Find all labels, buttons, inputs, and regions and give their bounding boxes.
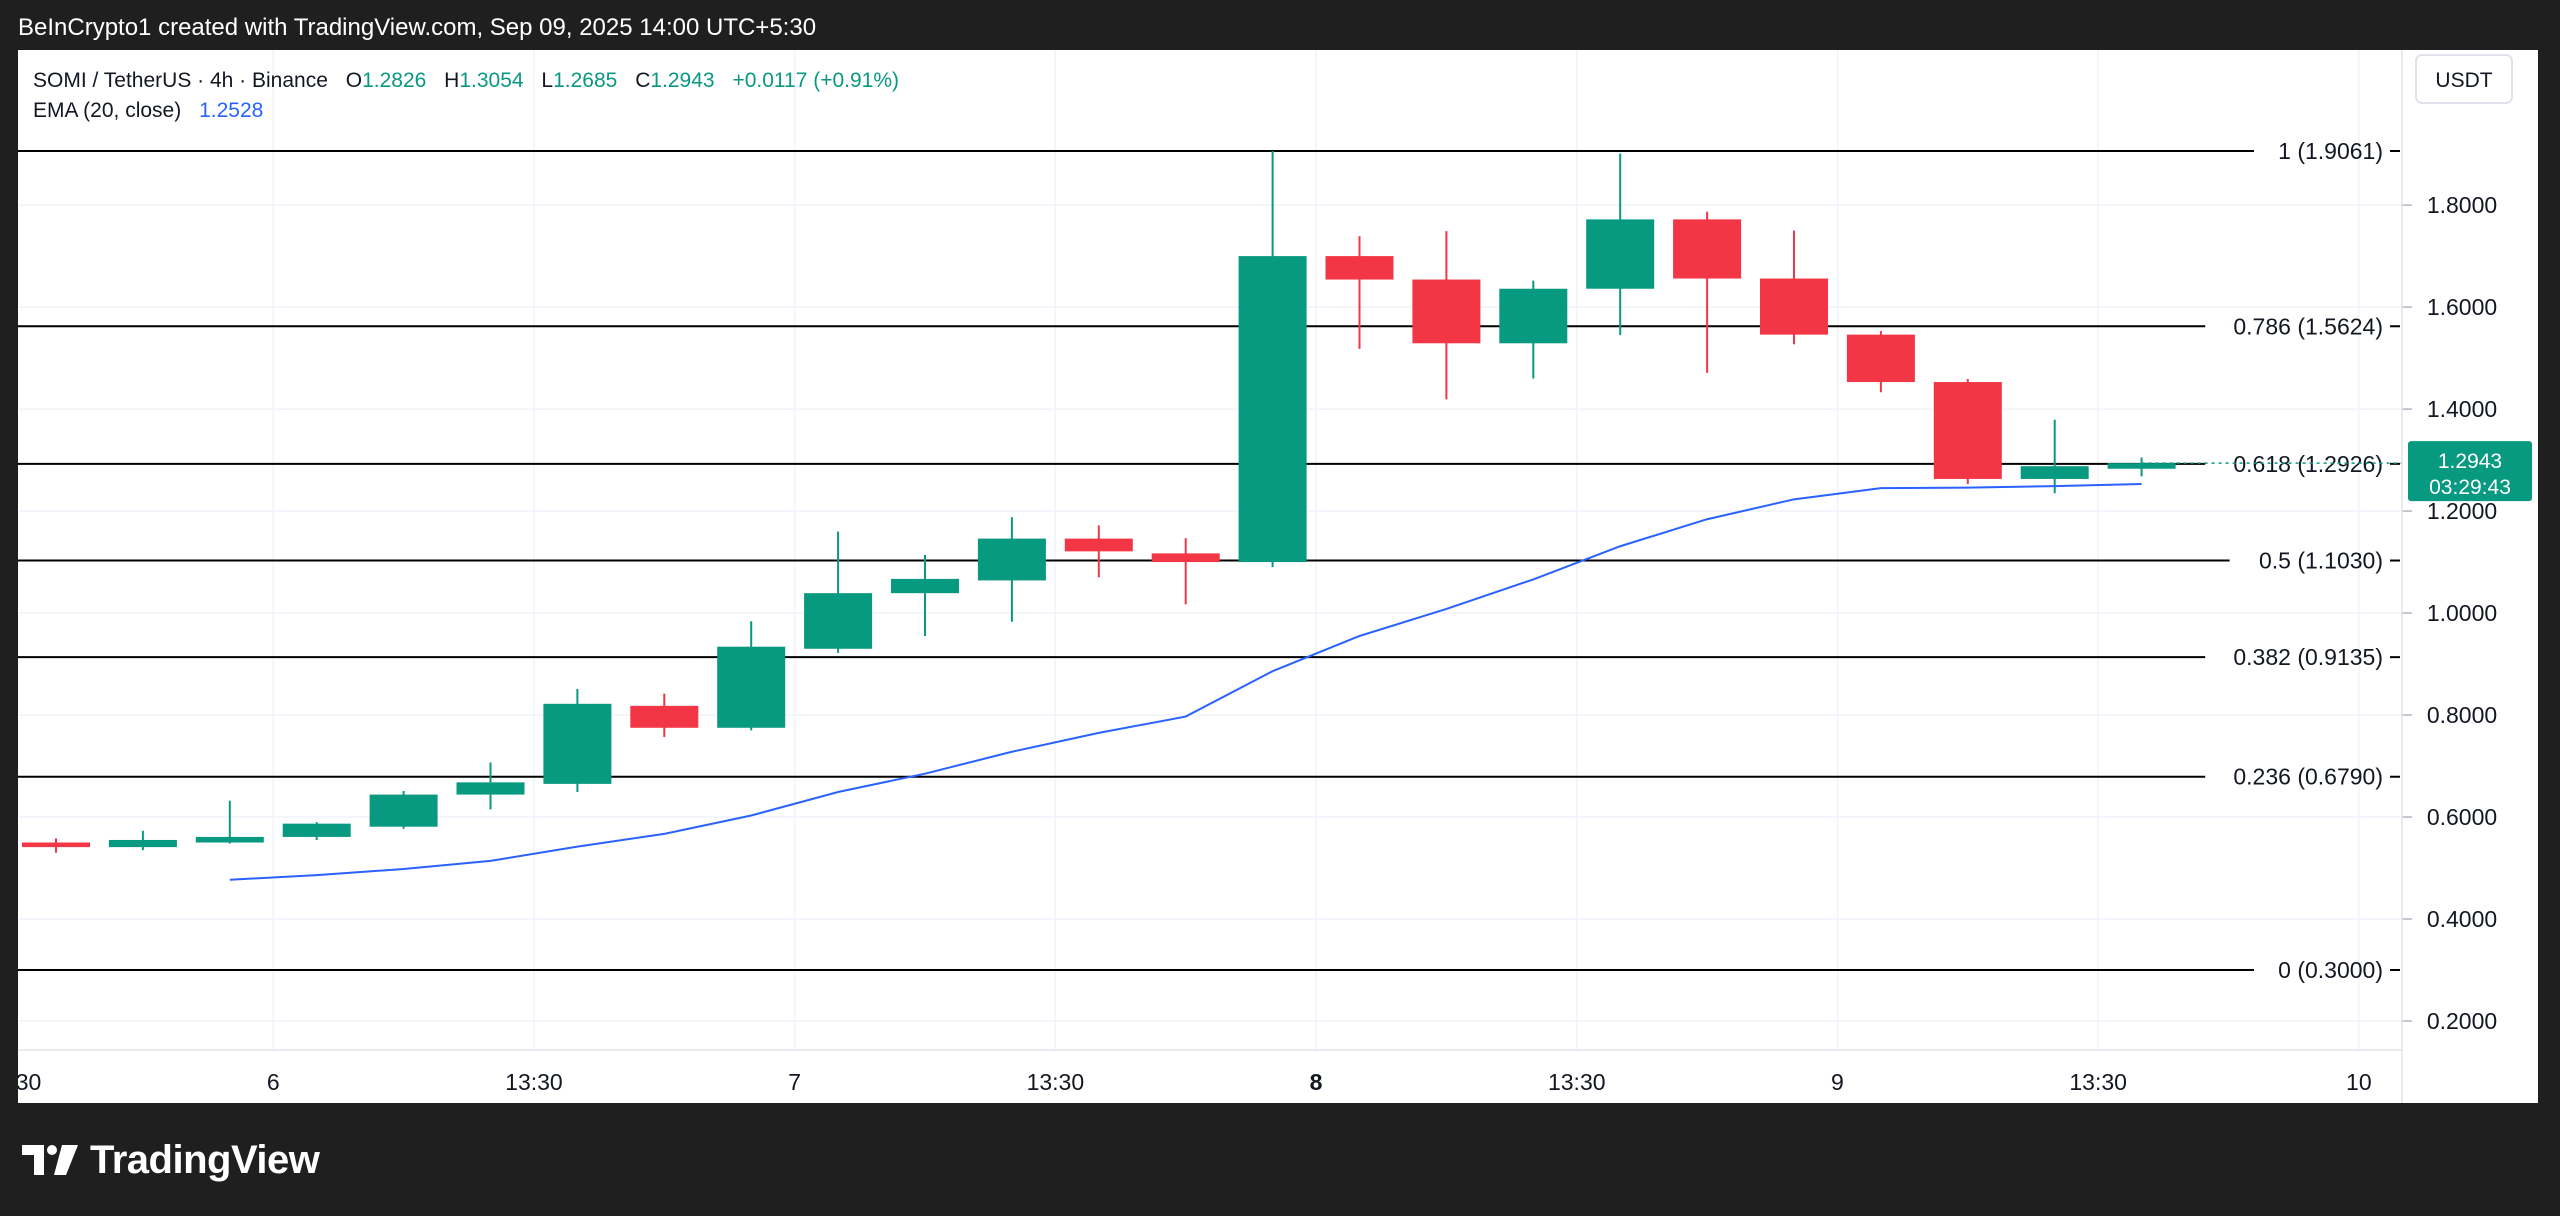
candle-body [1586, 219, 1655, 289]
candle-body [1064, 538, 1133, 552]
low-label: L [541, 69, 553, 92]
fib-level-label: 0.236 (0.6790) [2233, 764, 2383, 790]
open-value: 1.2826 [362, 69, 426, 92]
candlestick-chart[interactable]: 1 (1.9061) 0.786 (1.5624) 0.618 (1.2926) 0.… [18, 50, 2538, 1103]
candle-body [717, 646, 786, 728]
time-tick-label: 13:30 [2069, 1069, 2127, 1095]
price-tick-label: 1.4000 [2427, 396, 2497, 422]
price-tick-label: 0.2000 [2427, 1008, 2497, 1034]
fib-level-label: 0 (0.3000) [2278, 957, 2383, 983]
ema-label: EMA (20, close) [33, 99, 181, 122]
price-tick-label: 0.6000 [2427, 804, 2497, 830]
candle-body [1412, 279, 1481, 344]
high-label: H [444, 69, 459, 92]
fib-level-label: 0.5 (1.1030) [2259, 548, 2383, 574]
fib-retracement: 1 (1.9061) 0.786 (1.5624) 0.618 (1.2926) 0.… [18, 138, 2400, 983]
time-tick-label: 7 [788, 1069, 801, 1095]
candle-body [1673, 219, 1742, 279]
price-tick-label: 0.4000 [2427, 906, 2497, 932]
time-tick-label: 13:30 [1548, 1069, 1606, 1095]
tradingview-logo[interactable]: TradingView [22, 1135, 320, 1185]
candle-body [1933, 382, 2002, 479]
candle-body [543, 703, 612, 784]
price-tick-label: 1.8000 [2427, 192, 2497, 218]
close-label: C [635, 69, 650, 92]
candle-body [891, 578, 959, 594]
fib-level-label: 1 (1.9061) [2278, 138, 2383, 164]
close-value: 1.2943 [650, 69, 714, 92]
price-tick-label: 1.0000 [2427, 600, 2497, 626]
candle-body [804, 593, 873, 649]
time-tick-label: 10 [2346, 1069, 2372, 1095]
candle-body [22, 842, 90, 848]
legend-line-1: SOMI / TetherUS · 4h · Binance O1.2826 H… [33, 69, 899, 92]
candle-body [108, 839, 177, 848]
ema-value: 1.2528 [199, 99, 263, 122]
time-tick-label: 9 [1831, 1069, 1844, 1095]
candles [22, 151, 2176, 853]
high-value: 1.3054 [459, 69, 524, 92]
time-tick-label: 8 [1310, 1069, 1323, 1095]
grid-lines [18, 50, 2402, 1050]
fib-level-label: 0.786 (1.5624) [2233, 313, 2383, 339]
change-value: +0.0117 (+0.91%) [732, 69, 899, 92]
currency-button-label: USDT [2435, 69, 2492, 92]
price-axis: 0.2000 0.4000 0.6000 0.8000 1.0000 1.2000 1.40… [2401, 50, 2497, 1103]
candle-body [1760, 278, 1828, 335]
current-price-value: 1.2943 [2438, 450, 2502, 473]
candle-body [456, 782, 525, 795]
price-tick-label: 1.6000 [2427, 294, 2497, 320]
footer-brand: TradingView [90, 1137, 320, 1182]
time-tick-label: 13:30 [505, 1069, 563, 1095]
candle-body [630, 705, 699, 728]
fib-level-label: 0.618 (1.2926) [2233, 451, 2383, 477]
open-label: O [346, 69, 362, 92]
legend-line-2: EMA (20, close) 1.2528 [33, 99, 263, 122]
time-tick-label: 13:30 [1027, 1069, 1085, 1095]
candle-body [2107, 463, 2176, 469]
candle-countdown: 03:29:43 [2429, 476, 2511, 499]
symbol-label: SOMI / TetherUS · 4h · Binance [33, 69, 328, 92]
candle-body [1846, 334, 1915, 383]
fib-level-label: 0.382 (0.9135) [2233, 644, 2383, 670]
ema-line-group [229, 462, 2402, 881]
currency-button[interactable]: USDT [2415, 54, 2513, 104]
candle-body [1238, 256, 1307, 563]
chart-attribution: BeInCrypto1 created with TradingView.com… [18, 14, 817, 41]
candle-body [1151, 553, 1220, 563]
time-tick-label: 13:30 [18, 1069, 41, 1095]
chart-panel[interactable]: 1 (1.9061) 0.786 (1.5624) 0.618 (1.2926) 0.… [18, 50, 2538, 1103]
candle-body [2020, 466, 2089, 479]
candle-body [369, 794, 438, 827]
candle-body [282, 823, 351, 837]
candle-body [1325, 256, 1394, 280]
time-tick-label: 6 [267, 1069, 280, 1095]
candle-body [195, 836, 264, 843]
price-tick-label: 1.2000 [2427, 498, 2497, 524]
tradingview-logo-icon [22, 1145, 78, 1175]
price-tick-label: 0.8000 [2427, 702, 2497, 728]
candle-body [977, 538, 1046, 581]
time-axis: 13:30 6 13:30 7 13:30 8 13:30 9 13:30 10 [18, 1049, 2402, 1095]
current-price-badge: 1.2943 03:29:43 [2408, 441, 2532, 502]
low-value: 1.2685 [553, 69, 617, 92]
candle-body [1499, 288, 1568, 344]
ema-line [229, 483, 2142, 881]
